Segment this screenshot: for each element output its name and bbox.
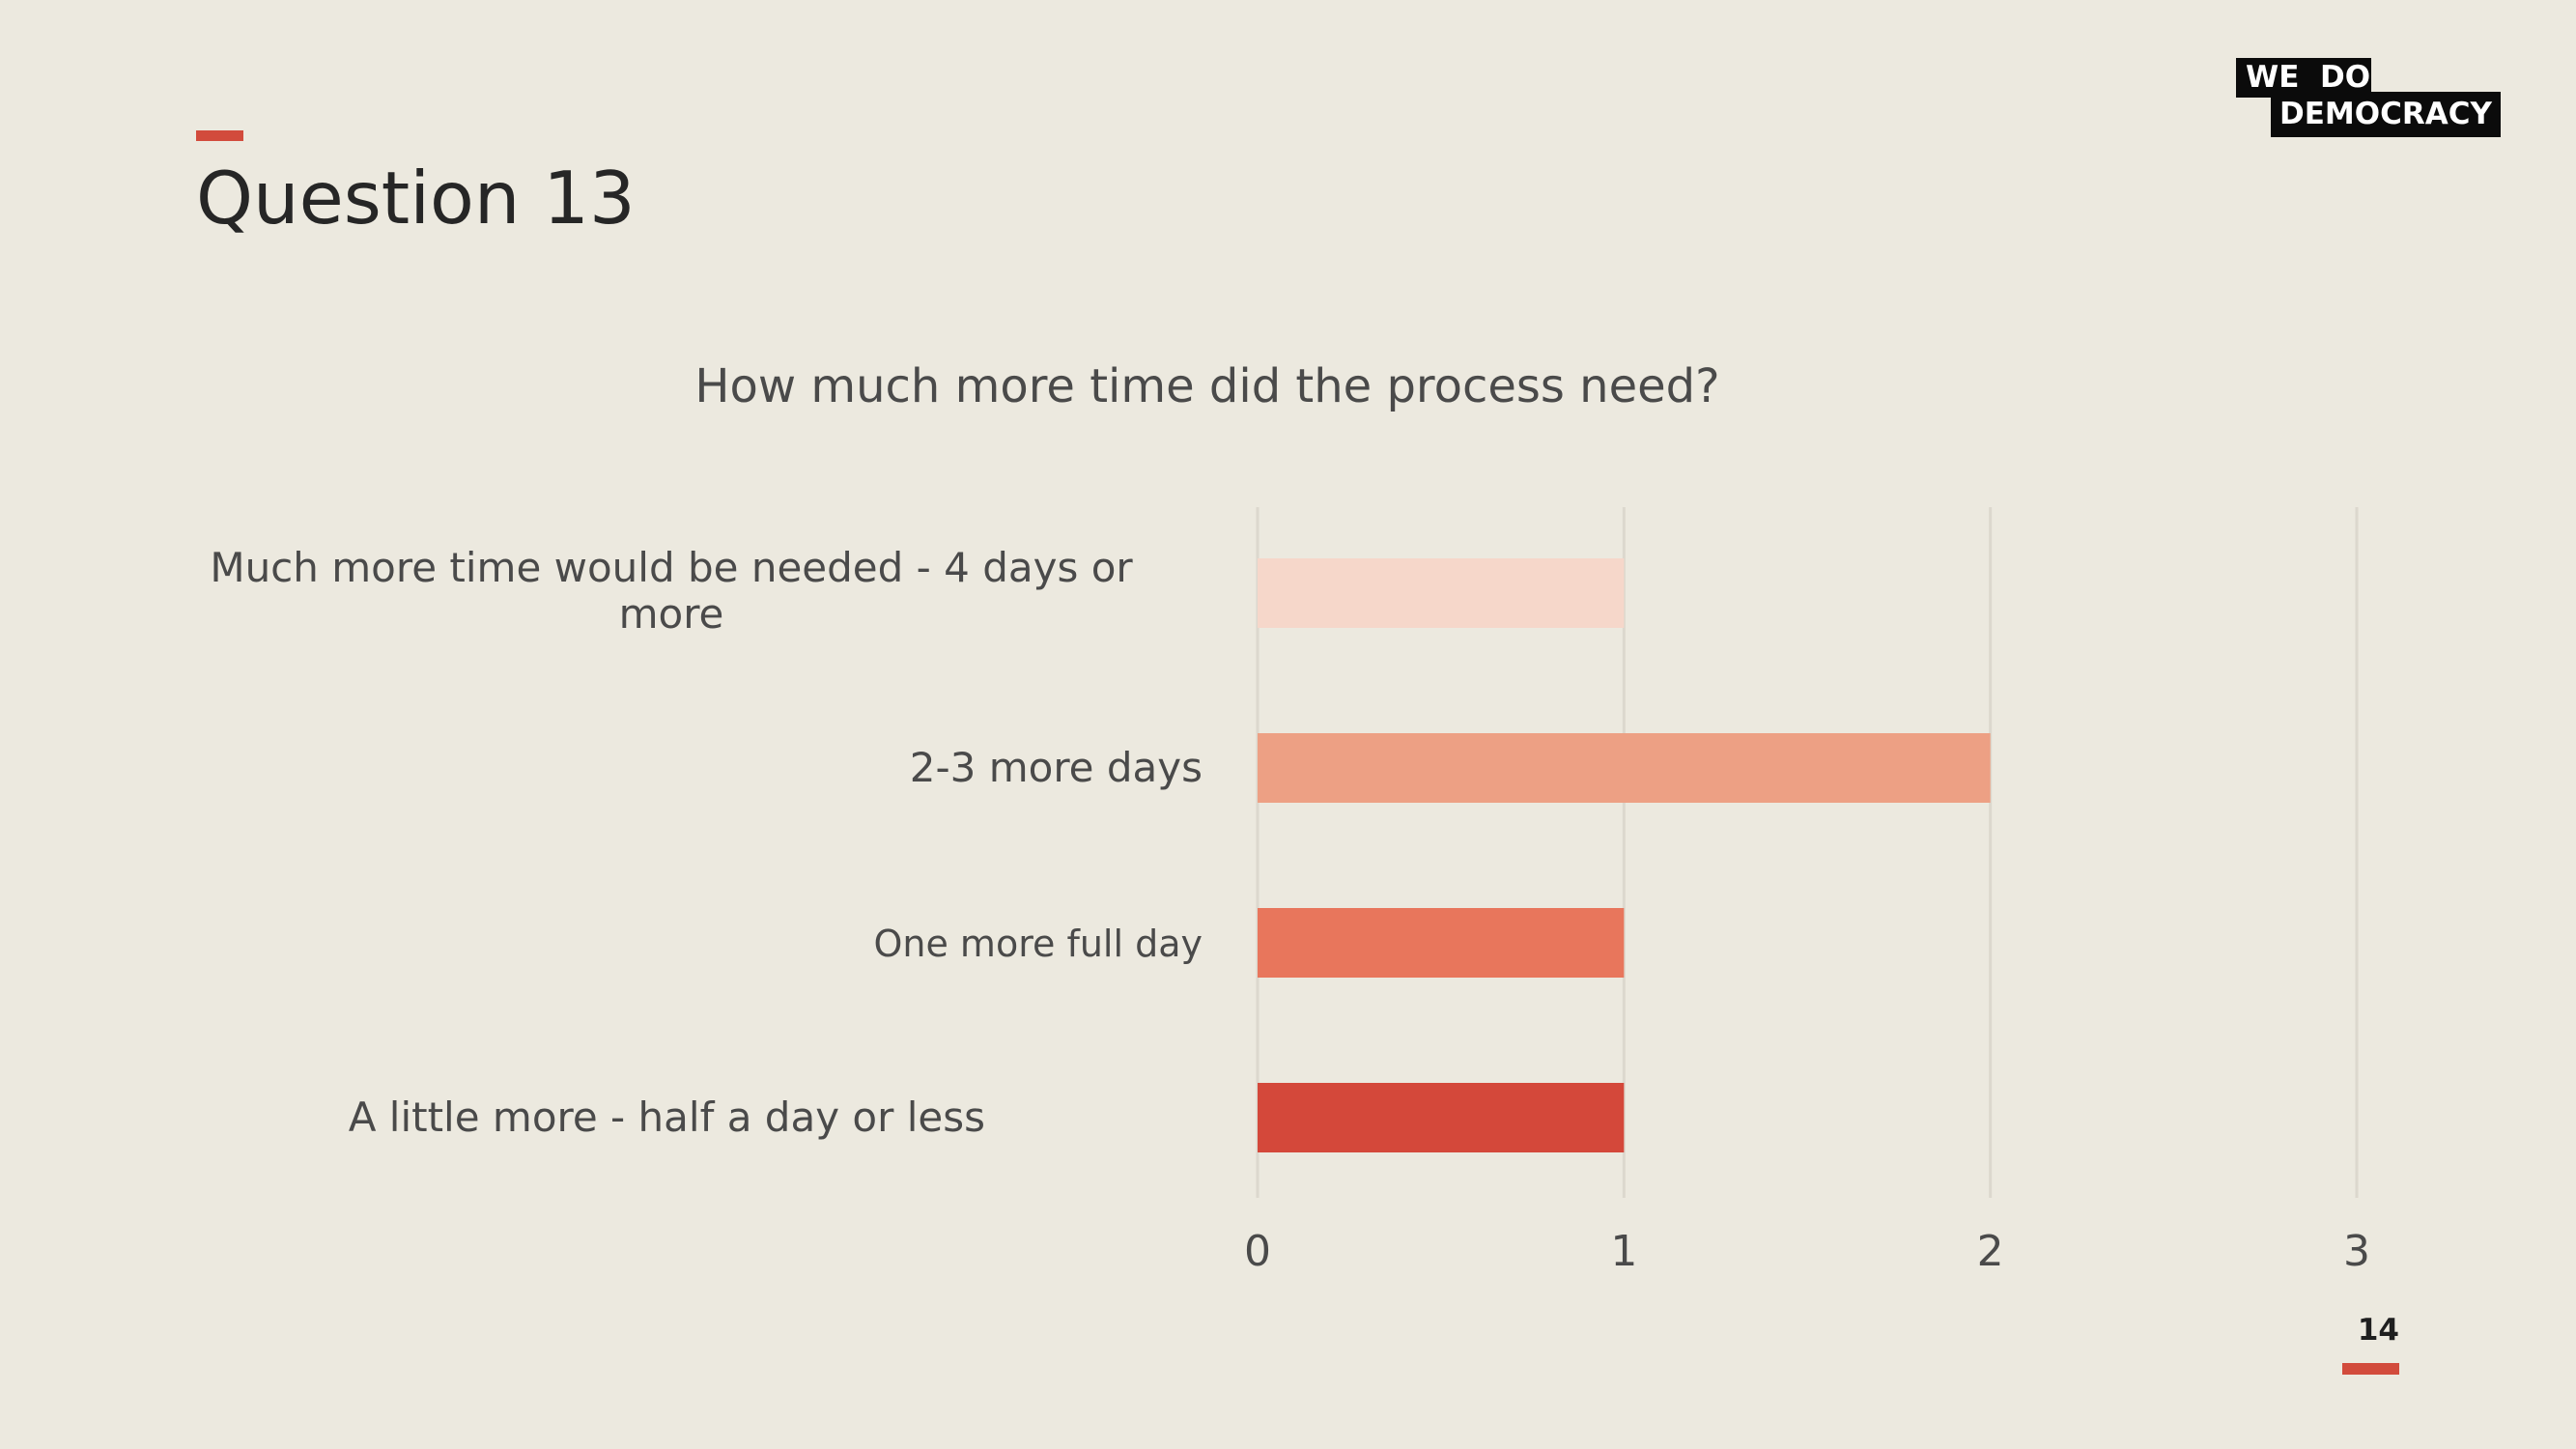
category-label-3: One more full day (873, 923, 1203, 965)
bar-2 (1258, 733, 1991, 803)
x-tick-label-2: 2 (1977, 1227, 2004, 1276)
bar-4 (1258, 1083, 1625, 1152)
bar-3 (1258, 908, 1625, 978)
category-label-1: Much more time would be needed - 4 days … (210, 544, 1133, 638)
x-tick-label-0: 0 (1244, 1227, 1271, 1276)
x-tick-label-3: 3 (2343, 1227, 2370, 1276)
x-tick-label-1: 1 (1610, 1227, 1637, 1276)
page-title: Question 13 (196, 156, 636, 241)
bar-1 (1258, 558, 1625, 628)
we-do-democracy-logo: WE DO DEMOCRACY (2236, 58, 2501, 137)
logo-line-1: WE DO (2236, 58, 2371, 98)
category-label-2: 2-3 more days (910, 744, 1203, 791)
category-label-4: A little more - half a day or less (349, 1094, 985, 1141)
chart-title: How much more time did the process need? (694, 359, 1720, 413)
logo-line-2: DEMOCRACY (2271, 92, 2501, 137)
page-number-accent-bar (2342, 1363, 2399, 1375)
title-accent-bar (196, 130, 243, 141)
page-number: 14 (2357, 1313, 2399, 1348)
